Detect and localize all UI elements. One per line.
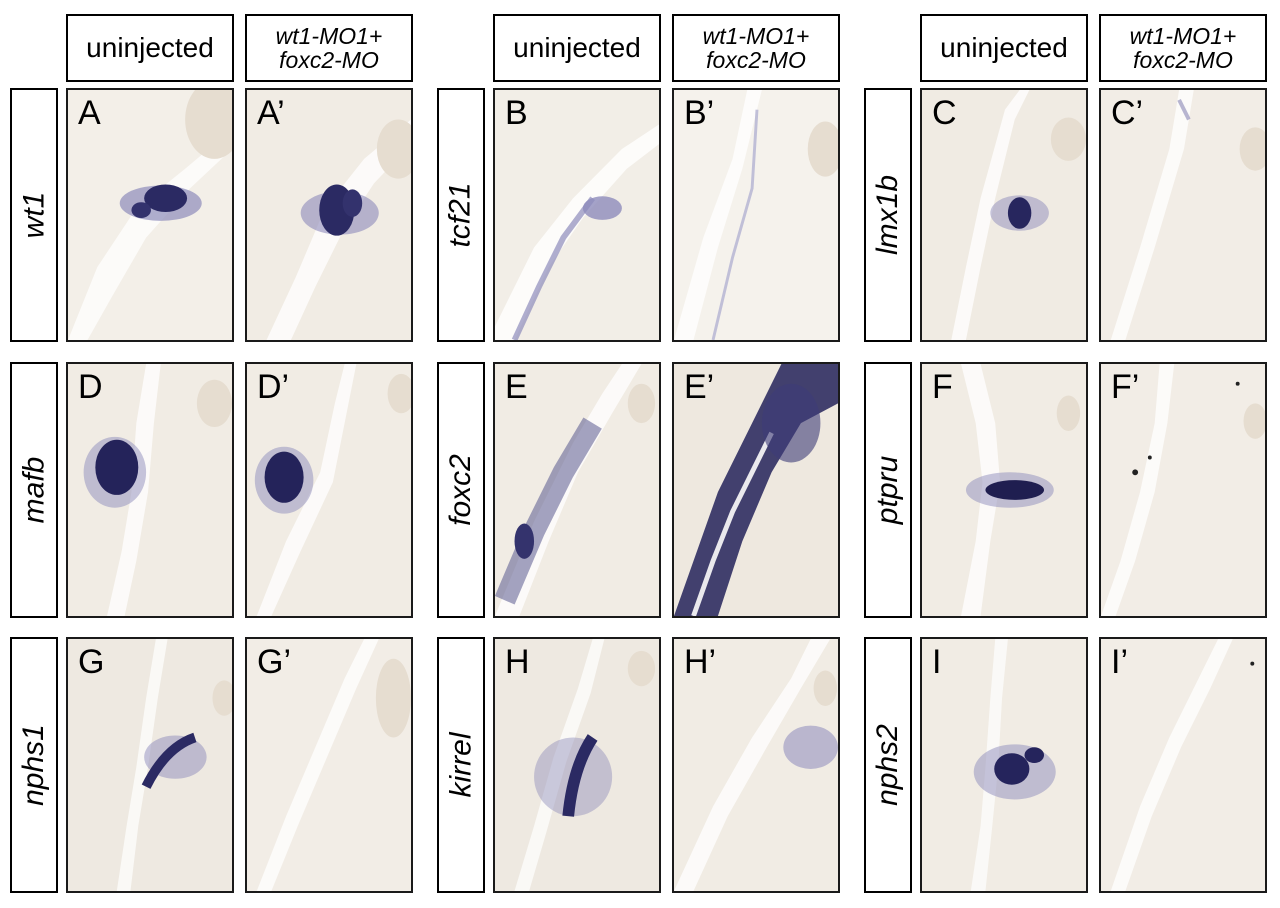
row-label-mafb: mafb xyxy=(10,362,58,618)
micrograph-panel-d-prime: D’ xyxy=(245,362,413,618)
column-header-morphant-2: wt1-MO1+ foxc2-MO xyxy=(672,14,840,82)
micrograph-panel-f-prime: F’ xyxy=(1099,362,1267,618)
micrograph-image xyxy=(1101,90,1265,340)
micrograph-image xyxy=(1101,364,1265,616)
micrograph-image xyxy=(68,90,232,340)
micrograph-panel-e: E xyxy=(493,362,661,618)
column-header-uninjected-1: uninjected xyxy=(66,14,234,82)
micrograph-image xyxy=(68,364,232,616)
micrograph-panel-c: C xyxy=(920,88,1088,342)
row-label-foxc2: foxc2 xyxy=(437,362,485,618)
panel-letter: H xyxy=(505,643,530,681)
micrograph-image xyxy=(674,364,838,616)
micrograph-panel-g-prime: G’ xyxy=(245,637,413,893)
panel-letter: I xyxy=(932,643,942,681)
panel-letter: A’ xyxy=(257,94,285,132)
row-label-tcf21: tcf21 xyxy=(437,88,485,342)
micrograph-image xyxy=(495,90,659,340)
micrograph-panel-b: B xyxy=(493,88,661,342)
column-header-morphant-3: wt1-MO1+ foxc2-MO xyxy=(1099,14,1267,82)
micrograph-image xyxy=(922,90,1086,340)
micrograph-image xyxy=(247,364,411,616)
panel-letter: G’ xyxy=(257,643,291,681)
row-label-kirrel: kirrel xyxy=(437,637,485,893)
micrograph-image xyxy=(495,639,659,891)
row-label-nphs1: nphs1 xyxy=(10,637,58,893)
micrograph-image xyxy=(495,364,659,616)
micrograph-image xyxy=(68,639,232,891)
micrograph-panel-g: G xyxy=(66,637,234,893)
micrograph-panel-h: H xyxy=(493,637,661,893)
panel-letter: C’ xyxy=(1111,94,1144,132)
panel-letter: B’ xyxy=(684,94,715,132)
panel-letter: H’ xyxy=(684,643,717,681)
panel-letter: C xyxy=(932,94,957,132)
panel-letter: D xyxy=(78,368,103,406)
row-label-lmx1b: lmx1b xyxy=(864,88,912,342)
column-header-morphant-1: wt1-MO1+ foxc2-MO xyxy=(245,14,413,82)
micrograph-panel-e-prime: E’ xyxy=(672,362,840,618)
panel-letter: B xyxy=(505,94,528,132)
micrograph-image xyxy=(922,639,1086,891)
panel-letter: G xyxy=(78,643,105,681)
column-header-uninjected-3: uninjected xyxy=(920,14,1088,82)
micrograph-panel-d: D xyxy=(66,362,234,618)
panel-letter: E xyxy=(505,368,528,406)
column-header-uninjected-2: uninjected xyxy=(493,14,661,82)
panel-letter: E’ xyxy=(684,368,715,406)
panel-letter: A xyxy=(78,94,101,132)
micrograph-panel-c-prime: C’ xyxy=(1099,88,1267,342)
micrograph-image xyxy=(247,90,411,340)
micrograph-image xyxy=(674,639,838,891)
micrograph-panel-f: F xyxy=(920,362,1088,618)
row-label-ptpru: ptpru xyxy=(864,362,912,618)
panel-letter: F’ xyxy=(1111,368,1140,406)
micrograph-image xyxy=(922,364,1086,616)
micrograph-panel-a: A xyxy=(66,88,234,342)
panel-letter: D’ xyxy=(257,368,290,406)
micrograph-image xyxy=(674,90,838,340)
micrograph-panel-i-prime: I’ xyxy=(1099,637,1267,893)
micrograph-panel-b-prime: B’ xyxy=(672,88,840,342)
micrograph-panel-i: I xyxy=(920,637,1088,893)
micrograph-panel-h-prime: H’ xyxy=(672,637,840,893)
micrograph-image xyxy=(247,639,411,891)
micrograph-image xyxy=(1101,639,1265,891)
panel-letter: F xyxy=(932,368,953,406)
micrograph-panel-a-prime: A’ xyxy=(245,88,413,342)
row-label-wt1: wt1 xyxy=(10,88,58,342)
row-label-nphs2: nphs2 xyxy=(864,637,912,893)
panel-letter: I’ xyxy=(1111,643,1128,681)
